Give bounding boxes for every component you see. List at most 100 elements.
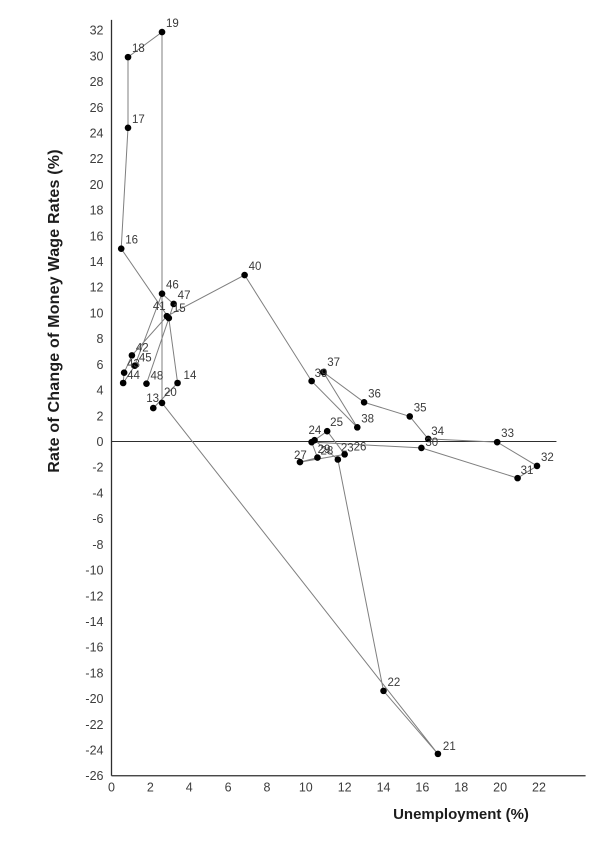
data-point [124, 124, 132, 132]
x-tick-label: 22 [532, 781, 546, 795]
point-label: 33 [501, 428, 514, 440]
y-tick-label: -26 [85, 769, 103, 783]
data-point [353, 424, 361, 431]
x-tick-label: 0 [108, 781, 115, 795]
point-label: 26 [354, 441, 367, 453]
y-tick-label: 2 [97, 409, 104, 423]
y-tick-label: 20 [90, 178, 104, 192]
data-point [158, 290, 166, 297]
y-tick-label: 14 [90, 255, 104, 269]
point-label: 24 [309, 425, 322, 437]
y-tick-label: -20 [85, 692, 103, 706]
y-tick-label: 22 [90, 152, 104, 166]
point-label: 25 [330, 417, 343, 429]
point-label: 38 [361, 413, 374, 425]
data-point [418, 444, 425, 452]
series-path [120, 31, 538, 755]
point-label: 32 [541, 452, 554, 464]
point-label: 28 [320, 446, 333, 458]
data-point [296, 458, 304, 466]
point-label: 45 [139, 353, 152, 365]
point-label: 20 [164, 387, 177, 399]
data-point [124, 53, 132, 61]
x-tick-label: 12 [338, 781, 352, 795]
y-tick-label: -4 [92, 486, 103, 500]
point-label: 19 [166, 18, 179, 30]
y-tick-label: 4 [97, 384, 104, 398]
point-label: 16 [125, 235, 138, 247]
y-tick-label: 8 [97, 332, 104, 346]
y-tick-label: -14 [85, 615, 103, 629]
point-label: 39 [315, 368, 328, 380]
x-tick-label: 16 [415, 781, 429, 795]
point-label: 40 [249, 261, 262, 273]
data-point [334, 456, 342, 463]
data-point [120, 369, 128, 377]
point-label: 47 [178, 290, 191, 302]
y-tick-label: 0 [97, 435, 104, 449]
data-point [308, 377, 315, 385]
y-tick-label: -10 [85, 564, 103, 578]
data-point [149, 404, 157, 412]
y-tick-label: -12 [85, 589, 103, 603]
point-label: 42 [136, 342, 149, 354]
data-point [128, 352, 136, 359]
y-tick-label: 16 [90, 229, 104, 243]
x-tick-label: 18 [454, 781, 468, 795]
data-point [323, 427, 331, 435]
x-tick-label: 6 [225, 781, 232, 795]
x-tick-label: 8 [263, 781, 270, 795]
y-tick-label: -2 [92, 461, 103, 475]
point-label: 29 [318, 444, 331, 456]
data-point [170, 300, 177, 308]
point-label: 43 [127, 359, 140, 371]
data-point [308, 438, 315, 446]
y-tick-label: -16 [85, 641, 103, 655]
data-point [514, 474, 521, 482]
point-label: 44 [127, 370, 140, 382]
x-tick-label: 14 [377, 781, 391, 795]
x-tick-label: 20 [493, 781, 507, 795]
point-label: 35 [414, 402, 427, 414]
point-label: 34 [431, 426, 444, 438]
point-label: 27 [294, 450, 307, 462]
data-point [143, 380, 150, 387]
data-point [533, 462, 541, 470]
data-point [341, 451, 348, 458]
data-point [314, 454, 321, 461]
point-label: 31 [521, 465, 534, 477]
y-tick-label: 18 [90, 204, 104, 218]
point-label: 22 [388, 677, 401, 689]
y-tick-label: -24 [85, 744, 103, 758]
point-label: 46 [166, 280, 179, 292]
y-tick-label: 32 [90, 24, 104, 38]
point-label: 13 [146, 393, 159, 405]
point-label: 30 [425, 437, 438, 449]
x-tick-label: 10 [299, 781, 313, 795]
point-label: 36 [368, 388, 381, 400]
data-point [319, 368, 327, 376]
y-tick-label: 24 [90, 126, 104, 140]
point-label: 18 [132, 43, 145, 55]
y-tick-label: 12 [90, 281, 104, 295]
data-point [424, 435, 432, 443]
point-label: 48 [150, 371, 163, 383]
data-point [119, 379, 127, 387]
y-tick-label: 30 [90, 49, 104, 63]
data-point [493, 438, 501, 446]
point-label: 37 [327, 357, 340, 369]
y-tick-label: -6 [92, 512, 103, 526]
y-tick-label: -18 [85, 666, 103, 680]
data-point [163, 312, 171, 320]
y-tick-label: -8 [92, 538, 103, 552]
point-label: 41 [153, 301, 166, 313]
data-point [406, 413, 414, 420]
y-tick-label: 26 [90, 101, 104, 115]
data-point [380, 687, 387, 695]
data-point [158, 28, 166, 36]
data-point [131, 362, 139, 369]
x-tick-label: 2 [147, 781, 154, 795]
data-point [360, 398, 368, 406]
y-tick-label: 28 [90, 75, 104, 89]
